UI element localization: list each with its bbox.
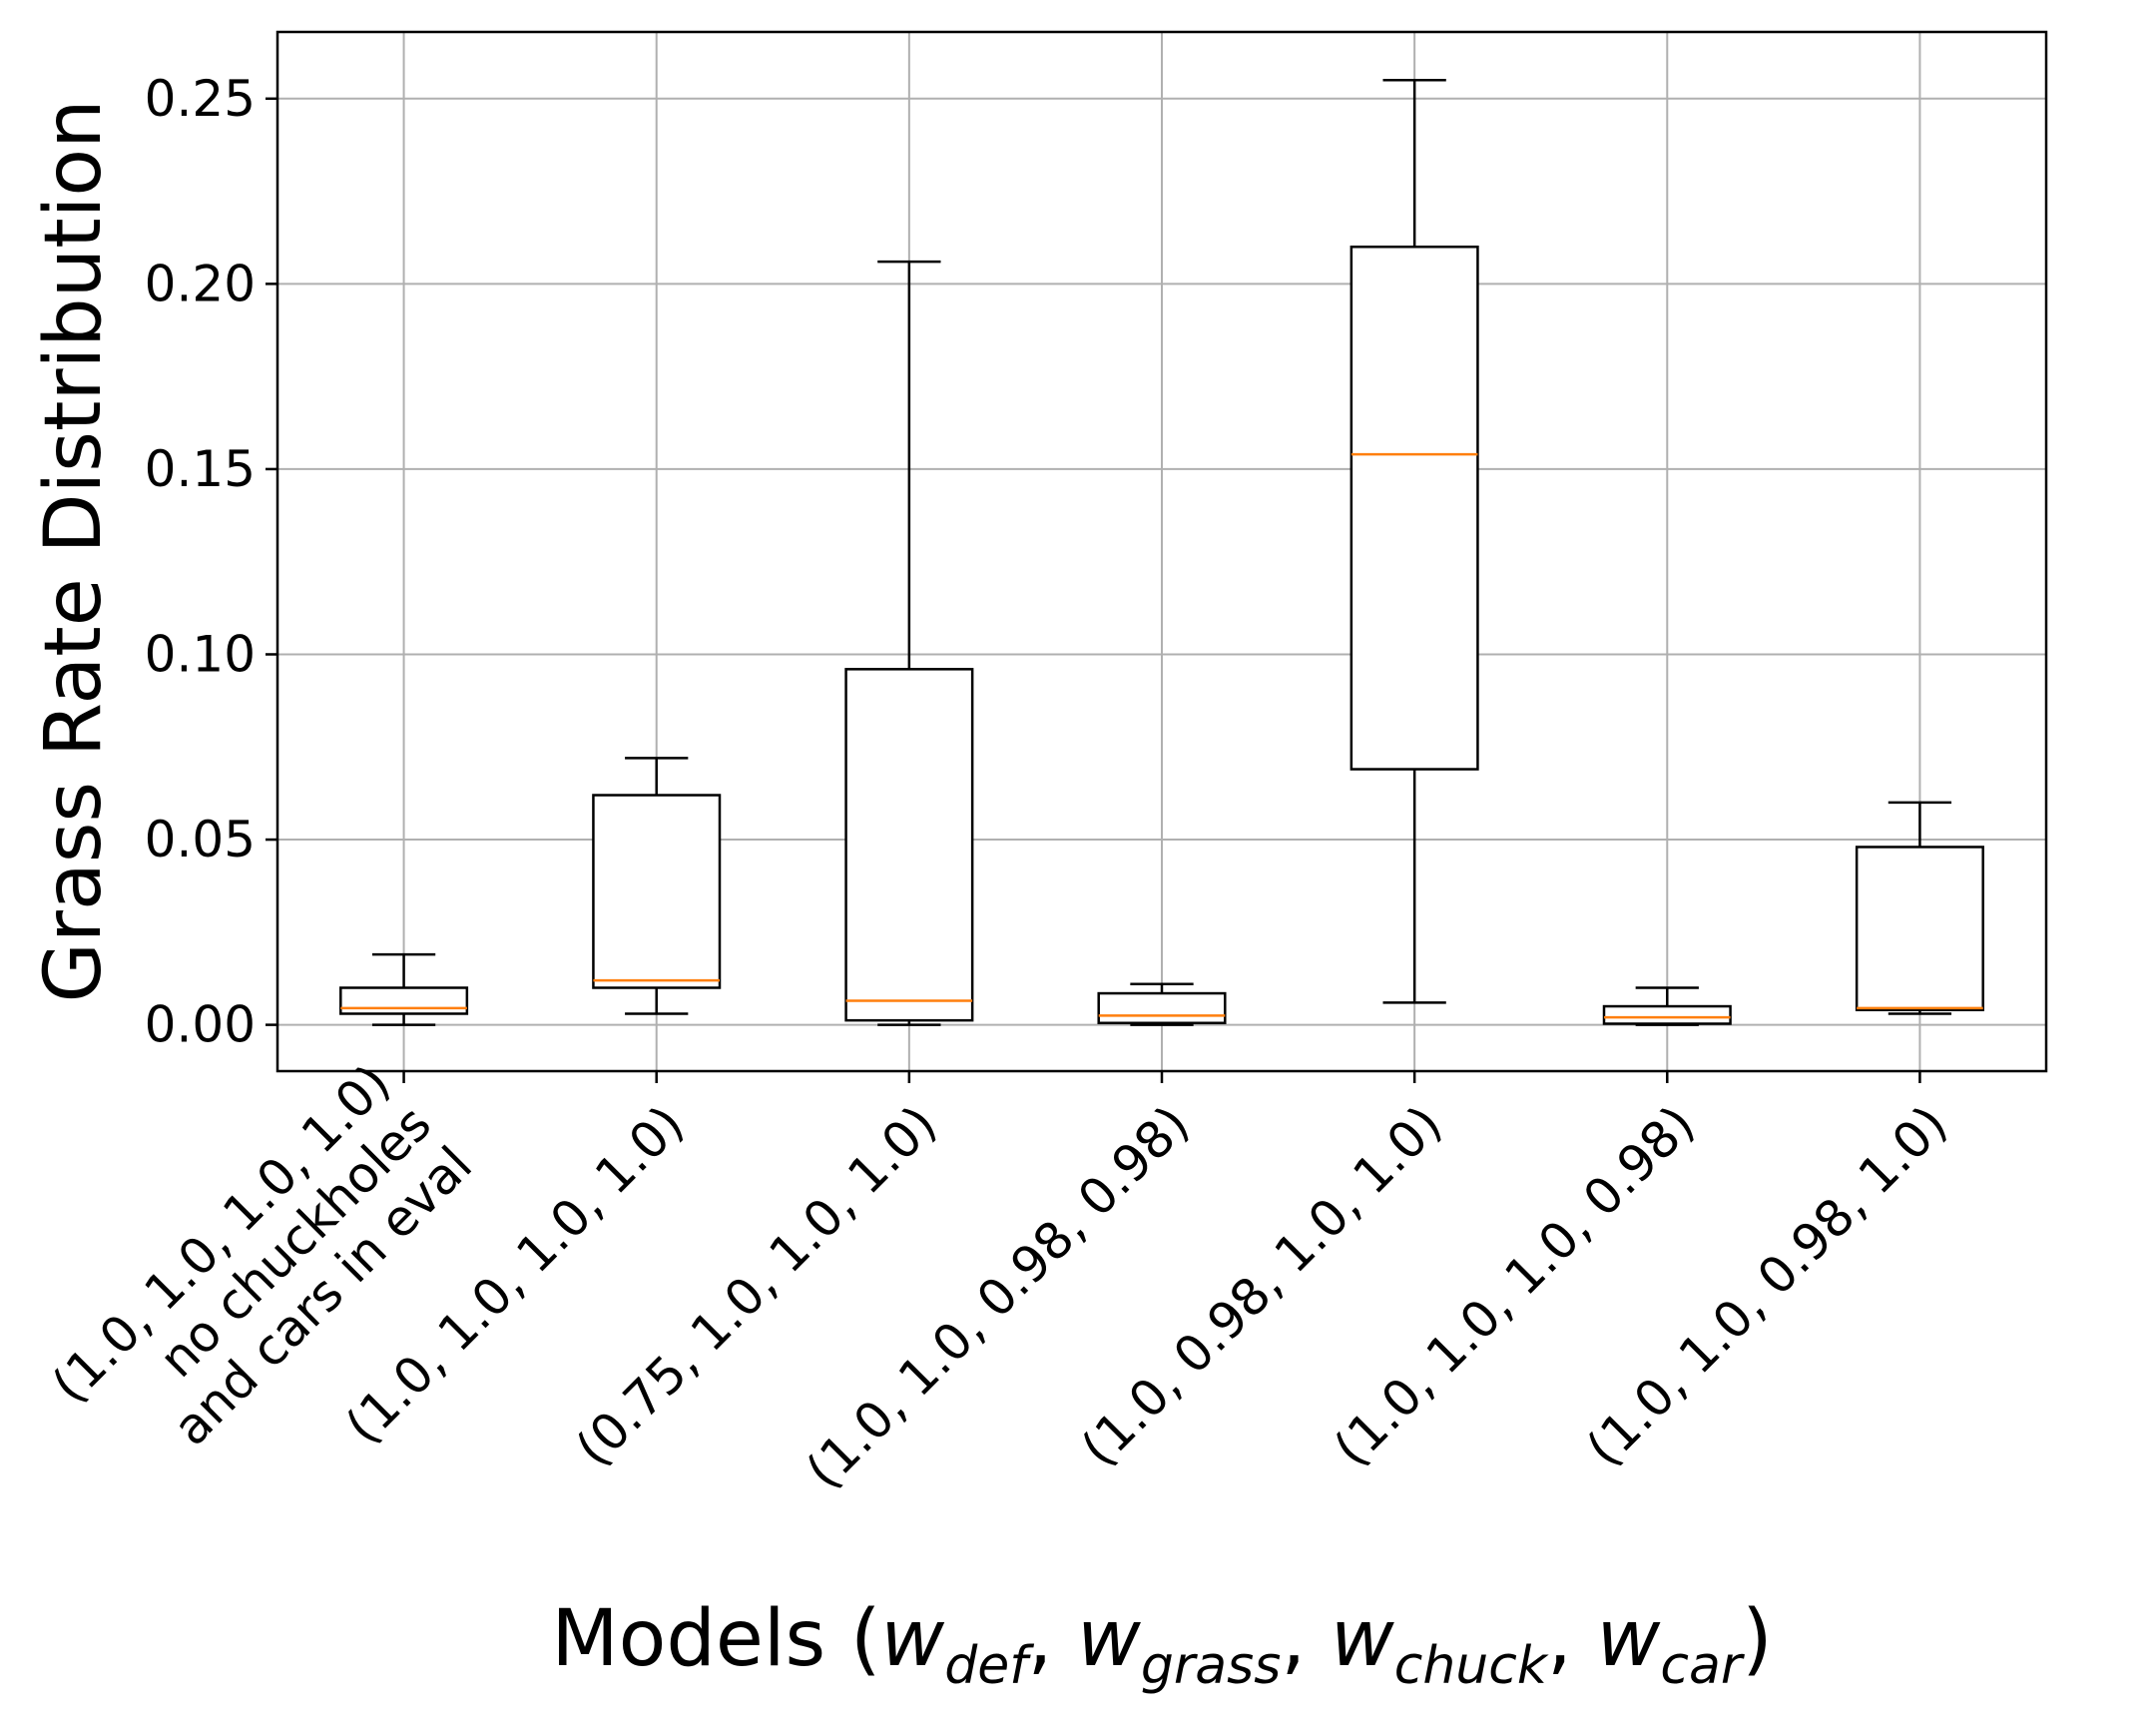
iqr-box: [1349, 246, 1479, 771]
x-axis-label-var: w: [1597, 1594, 1661, 1684]
x-axis-label-subscript: car: [1660, 1636, 1745, 1696]
y-tick-label: 0.05: [145, 811, 256, 868]
x-axis-label-var: w: [880, 1594, 944, 1684]
x-axis-label-subscript: chuck: [1394, 1636, 1549, 1696]
box-6: [1602, 986, 1732, 1026]
x-axis-label-separator: ,: [1547, 1594, 1597, 1684]
iqr-box: [844, 668, 974, 1022]
x-axis-ticks: (1.0, 1.0, 1.0, 1.0)no chuckholesand car…: [41, 1053, 1958, 1499]
y-axis-ticks: 0.00 0.05 0.10 0.15 0.20 0.25: [145, 70, 277, 1054]
box-layer: [339, 78, 1984, 1026]
iqr-box: [592, 794, 722, 989]
y-axis-label: Grass Rate Distribution: [29, 99, 119, 1002]
y-tick-label: 0.20: [145, 255, 256, 312]
x-axis-label-separator: ,: [1281, 1594, 1331, 1684]
x-axis-label-var: w: [1331, 1594, 1394, 1684]
x-axis-label: Models (wdef, wgrass, wchuck, wcar): [551, 1594, 1772, 1696]
x-axis-label-subscript: grass: [1141, 1636, 1281, 1696]
iqr-box: [1097, 991, 1227, 1025]
box-5: [1349, 78, 1479, 1004]
iqr-box: [1602, 1004, 1732, 1025]
y-tick-label: 0.00: [145, 996, 256, 1054]
box-2: [592, 757, 722, 1015]
y-tick-label: 0.10: [145, 625, 256, 683]
y-tick-label: 0.25: [145, 70, 256, 128]
iqr-box: [339, 986, 469, 1015]
box-3: [844, 260, 974, 1026]
box-7: [1855, 801, 1984, 1015]
grid-layer: [277, 32, 2046, 1071]
x-tick-label: (1.0, 1.0, 1.0, 1.0)no chuckholesand car…: [41, 1053, 483, 1495]
box-4: [1097, 982, 1227, 1026]
x-axis-label-subscript: def: [944, 1636, 1034, 1696]
y-tick-label: 0.15: [145, 440, 256, 498]
iqr-box: [1855, 846, 1984, 1012]
box-1: [339, 952, 469, 1026]
x-axis-label-separator: ,: [1028, 1594, 1078, 1684]
x-axis-label-separator: ): [1742, 1594, 1772, 1684]
x-axis-label-var: w: [1077, 1594, 1141, 1684]
x-axis-label-prefix: Models (: [551, 1594, 880, 1684]
